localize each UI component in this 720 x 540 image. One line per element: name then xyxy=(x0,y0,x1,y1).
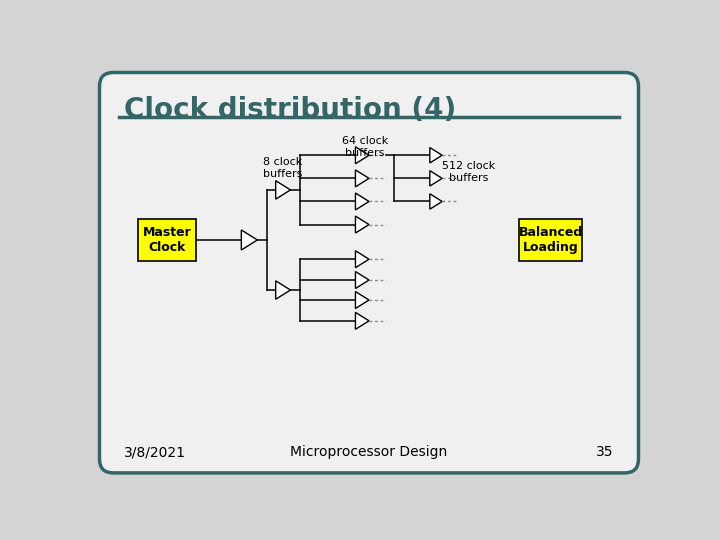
Text: Master
Clock: Master Clock xyxy=(143,226,192,254)
Polygon shape xyxy=(356,216,369,233)
Polygon shape xyxy=(276,181,290,199)
Polygon shape xyxy=(356,272,369,288)
Polygon shape xyxy=(356,251,369,268)
Text: 35: 35 xyxy=(596,445,614,459)
Text: 8 clock
buffers: 8 clock buffers xyxy=(264,157,302,179)
Polygon shape xyxy=(241,230,257,250)
FancyBboxPatch shape xyxy=(99,72,639,473)
Polygon shape xyxy=(356,292,369,308)
Polygon shape xyxy=(356,170,369,187)
Polygon shape xyxy=(430,194,442,209)
Text: 64 clock
buffers: 64 clock buffers xyxy=(342,137,388,158)
Text: Balanced
Loading: Balanced Loading xyxy=(518,226,583,254)
FancyBboxPatch shape xyxy=(519,219,582,261)
Polygon shape xyxy=(356,312,369,329)
Polygon shape xyxy=(430,171,442,186)
Polygon shape xyxy=(276,281,290,299)
Text: Clock distribution (4): Clock distribution (4) xyxy=(124,96,456,124)
Text: 3/8/2021: 3/8/2021 xyxy=(124,445,186,459)
Polygon shape xyxy=(356,193,369,210)
Polygon shape xyxy=(430,147,442,163)
Text: Microprocessor Design: Microprocessor Design xyxy=(290,445,448,459)
Text: 512 clock
buffers: 512 clock buffers xyxy=(443,161,496,183)
Polygon shape xyxy=(356,147,369,164)
FancyBboxPatch shape xyxy=(138,219,196,261)
